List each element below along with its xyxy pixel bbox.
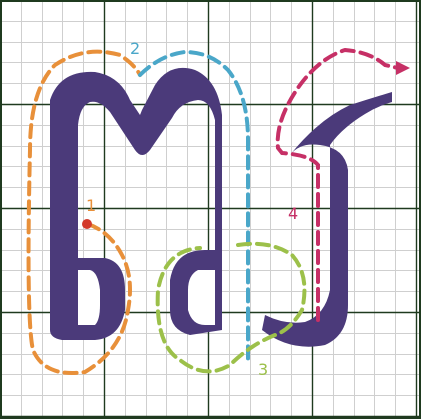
stroke-2-path — [138, 49, 250, 362]
stroke-labels: 1 2 3 4 — [86, 39, 298, 379]
glyph-left-hole — [78, 270, 100, 325]
stroke-1-label: 1 — [86, 196, 96, 215]
stroke-4-label: 4 — [288, 204, 298, 223]
glyph-middle-hole — [188, 270, 215, 325]
stroke-guides — [26, 47, 410, 375]
stroke-4-path — [275, 47, 400, 322]
glyph — [50, 67, 392, 347]
stroke-1-start-dot — [82, 219, 92, 229]
glyph-right-stroke — [262, 92, 392, 347]
stroke-2-label: 2 — [130, 39, 140, 58]
stroke-3-path — [155, 241, 307, 374]
stroke-4-arrowhead — [396, 61, 410, 75]
stroke-1-path — [26, 49, 142, 375]
stroke-3-label: 3 — [258, 360, 268, 379]
